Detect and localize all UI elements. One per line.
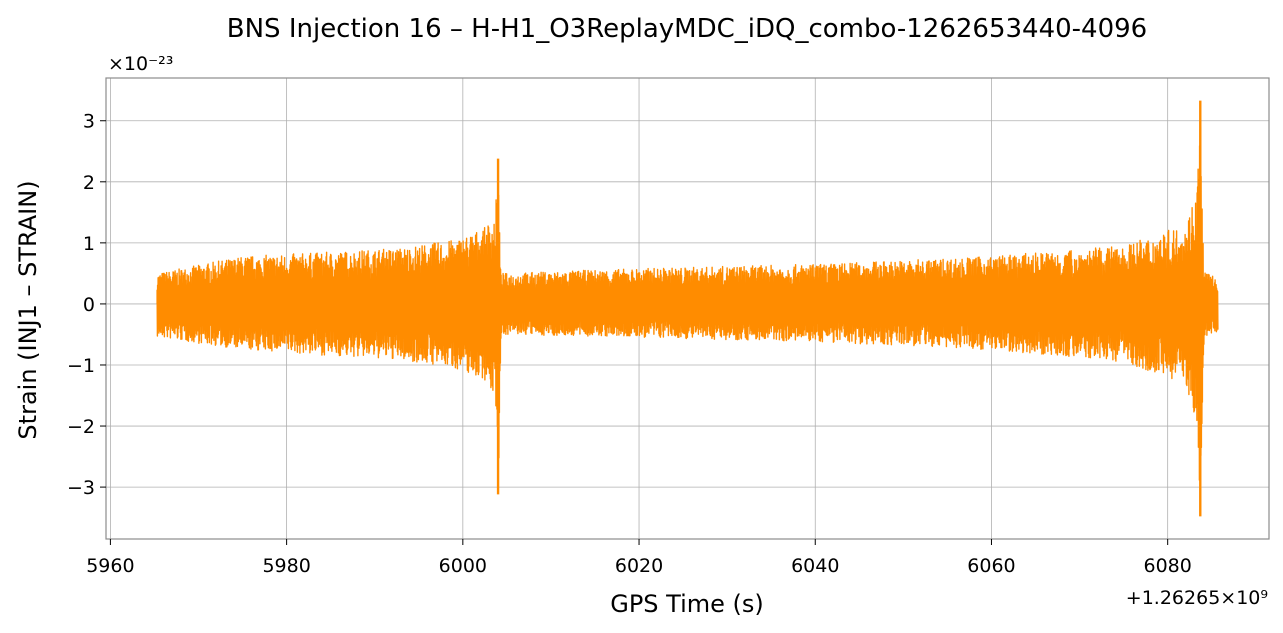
x-tick-label: 6020	[615, 555, 663, 577]
y-ticks: 3 2 1 0 −1 −2 −3	[67, 111, 106, 499]
y-tick-label: −1	[67, 355, 95, 377]
x-tick-label: 6040	[791, 555, 839, 577]
x-tick-label: 5980	[262, 555, 310, 577]
x-tick-label: 5960	[86, 555, 134, 577]
y-tick-label: 1	[83, 233, 95, 255]
x-tick-label: 6080	[1143, 555, 1191, 577]
x-offset-label: +1.26265×10⁹	[1126, 587, 1268, 609]
chart-title: BNS Injection 16 – H-H1_O3ReplayMDC_iDQ_…	[227, 14, 1147, 44]
plot-frame	[105, 77, 1270, 540]
x-axis-label: GPS Time (s)	[610, 590, 764, 618]
y-axis-label: Strain (INJ1 – STRAIN)	[14, 180, 42, 439]
series-layer	[156, 100, 1219, 517]
y-tick-label: 0	[83, 294, 95, 316]
y-tick-label: −2	[67, 416, 95, 438]
x-ticks: 5960 5980 6000 6020 6040 6060 6080	[86, 539, 1192, 577]
y-tick-label: 3	[83, 111, 95, 133]
y-tick-label: −3	[67, 477, 95, 499]
x-tick-label: 6000	[439, 555, 487, 577]
strain-series-line	[156, 126, 1219, 481]
y-tick-label: 2	[83, 172, 95, 194]
y-scale-label: ×10⁻²³	[108, 53, 173, 75]
x-tick-label: 6060	[967, 555, 1015, 577]
